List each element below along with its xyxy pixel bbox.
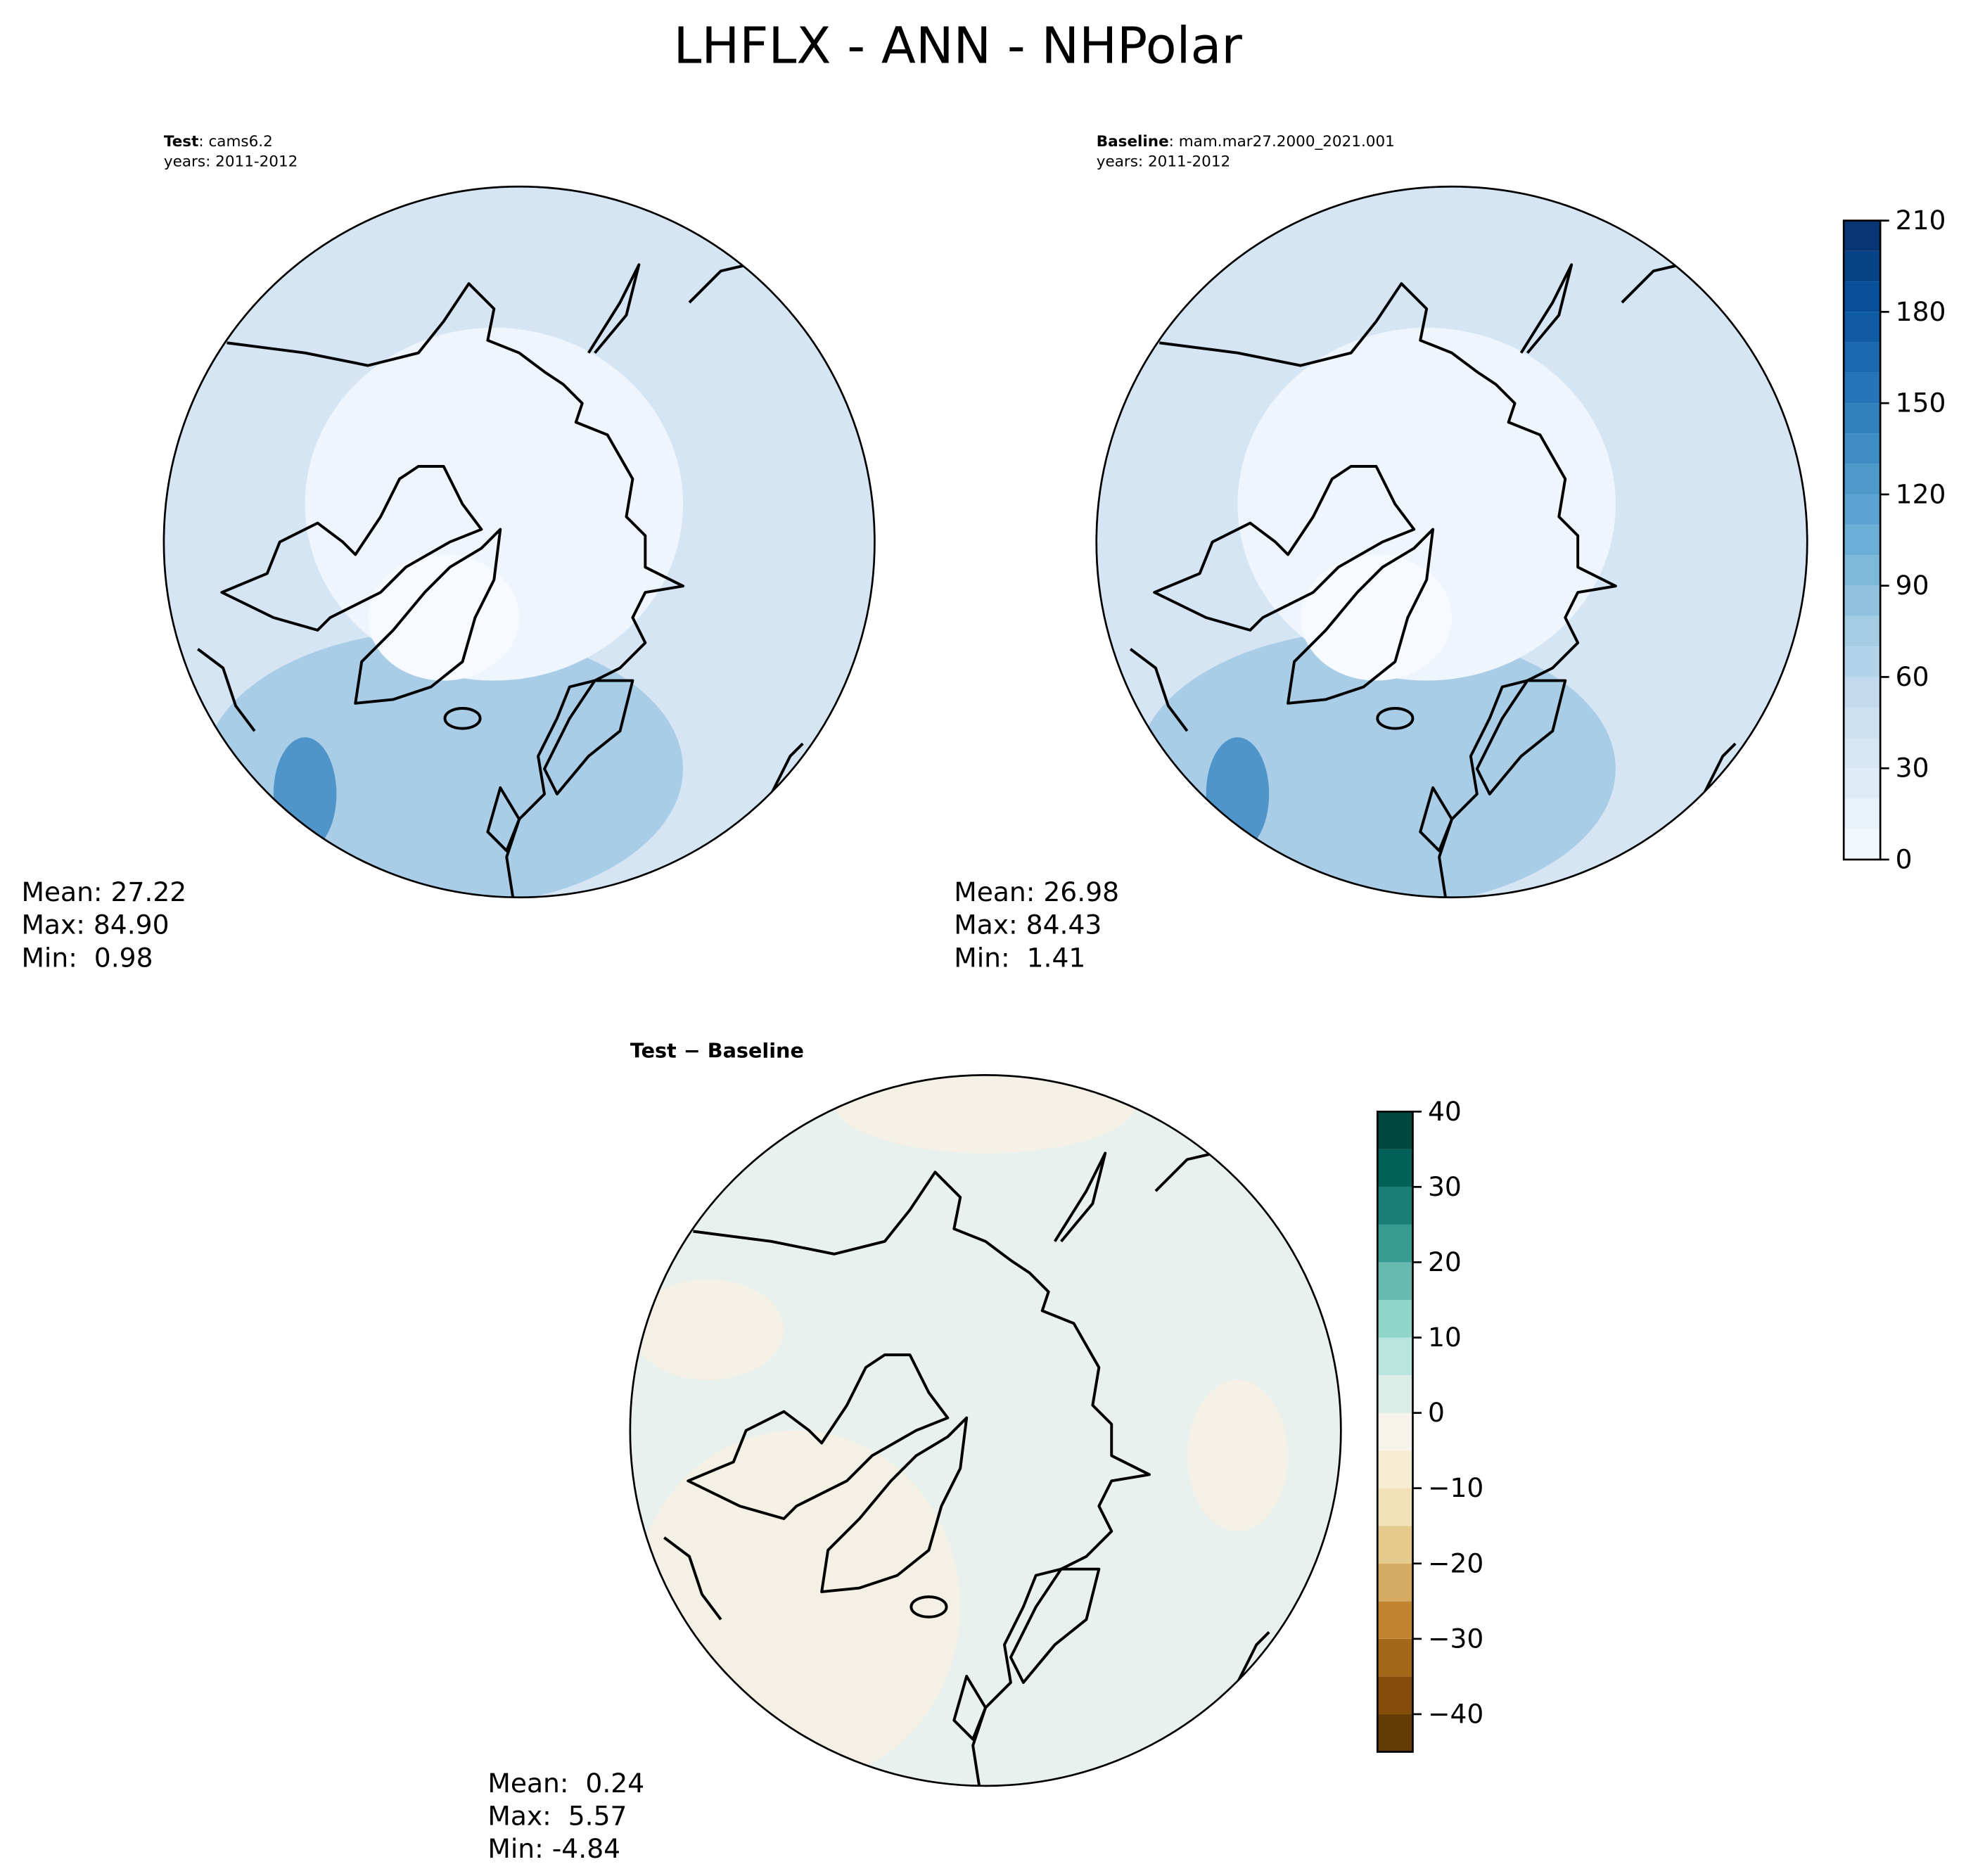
colorbar-tick-label: −20 [1428, 1548, 1483, 1578]
colorbar-tick-label: 60 [1896, 661, 1929, 692]
label-text: : cams6.2 [198, 133, 272, 151]
colorbar-level [1844, 829, 1881, 860]
colorbar-level [1377, 1299, 1413, 1338]
colorbar-level [1377, 1375, 1413, 1413]
colorbar-level [1844, 312, 1881, 343]
colorbar-level [1844, 798, 1881, 829]
colorbar-level [1844, 768, 1881, 799]
colorbar-level [1844, 403, 1881, 434]
stat: Max: 84.43 [954, 910, 1102, 940]
colorbar-level [1844, 646, 1881, 677]
colorbar-level [1377, 1563, 1413, 1602]
colorbar-level [1844, 220, 1881, 251]
colorbar-level [1377, 1638, 1413, 1677]
map [1095, 185, 1808, 899]
colorbar-tick-label: 0 [1428, 1397, 1445, 1428]
colorbar-level [1377, 1526, 1413, 1564]
colorbar-level [1844, 555, 1881, 586]
stat: Mean: 27.22 [21, 876, 186, 907]
stat: Min: -4.84 [487, 1833, 620, 1864]
colorbar-level [1844, 464, 1881, 494]
colorbar-frame [1376, 1110, 1414, 1753]
colorbar-level [1377, 1262, 1413, 1300]
stat: Mean: 26.98 [954, 876, 1119, 907]
colorbar-level [1377, 1337, 1413, 1376]
colorbar-level [1844, 250, 1881, 282]
panel-years: years: 2011-2012 [164, 153, 298, 171]
colorbar-level [1377, 1111, 1413, 1149]
colorbar-level [1377, 1714, 1413, 1752]
colorbar-level [1844, 677, 1881, 708]
colorbar-level [1377, 1224, 1413, 1263]
colorbar-tick-label: 40 [1428, 1096, 1462, 1127]
colorbar-level [1844, 737, 1881, 769]
colorbar-tick-label: −10 [1428, 1472, 1483, 1503]
colorbar-tick-label: −30 [1428, 1623, 1483, 1654]
colorbar-tick-label: 150 [1896, 388, 1946, 419]
label-bold: Baseline [1097, 133, 1169, 151]
map [629, 1074, 1342, 1787]
colorbar-frame [1842, 219, 1882, 861]
colorbar-tick-label: 0 [1896, 844, 1913, 875]
colorbar-level [1844, 433, 1881, 464]
stat: Min: 1.41 [954, 942, 1085, 973]
stat: Max: 84.90 [21, 910, 169, 940]
colorbar-level [1844, 525, 1881, 556]
colorbar-tick-label: 30 [1428, 1171, 1462, 1202]
colorbar-tick-label: 90 [1896, 570, 1929, 601]
stat: Max: 5.57 [487, 1800, 627, 1831]
colorbar: −40 −30 −20 −10 0 10 20 30 40 [1376, 1096, 1483, 1753]
stat: Mean: 0.24 [487, 1768, 644, 1799]
panel-label: Test − Baseline [630, 1038, 804, 1062]
label-text: : mam.mar27.2000_2021.001 [1169, 133, 1395, 151]
colorbar-tick-label: −40 [1428, 1698, 1483, 1729]
colorbar-level [1844, 372, 1881, 404]
colorbar-tick-label: 30 [1896, 753, 1929, 784]
colorbar-level [1377, 1149, 1413, 1187]
colorbar-level [1377, 1488, 1413, 1526]
colorbar-tick-label: 180 [1896, 296, 1946, 327]
colorbar: 0 30 60 90 120 150 180 210 [1842, 205, 1946, 875]
colorbar-level [1844, 494, 1881, 525]
colorbar-level [1844, 585, 1881, 616]
colorbar-level [1844, 707, 1881, 738]
panel-label: Baseline: mam.mar27.2000_2021.001 [1097, 133, 1395, 151]
colorbar-tick-label: 20 [1428, 1246, 1462, 1277]
colorbar-level [1377, 1450, 1413, 1488]
colorbar-level [1377, 1601, 1413, 1639]
colorbar-tick-label: 210 [1896, 205, 1946, 236]
colorbar-level [1377, 1676, 1413, 1714]
map [162, 185, 876, 899]
figure-title: LHFLX - ANN - NHPolar [673, 16, 1242, 75]
panel-years: years: 2011-2012 [1097, 153, 1230, 171]
colorbar-tick-label: 120 [1896, 478, 1946, 509]
panel-label: Test: cams6.2 [164, 133, 273, 151]
colorbar-level [1844, 615, 1881, 647]
colorbar-level [1377, 1412, 1413, 1451]
stat: Min: 0.98 [21, 942, 153, 973]
colorbar-level [1844, 281, 1881, 312]
colorbar-level [1377, 1187, 1413, 1225]
label-bold: Test [164, 133, 198, 151]
colorbar-level [1844, 342, 1881, 373]
colorbar-tick-label: 10 [1428, 1322, 1462, 1353]
